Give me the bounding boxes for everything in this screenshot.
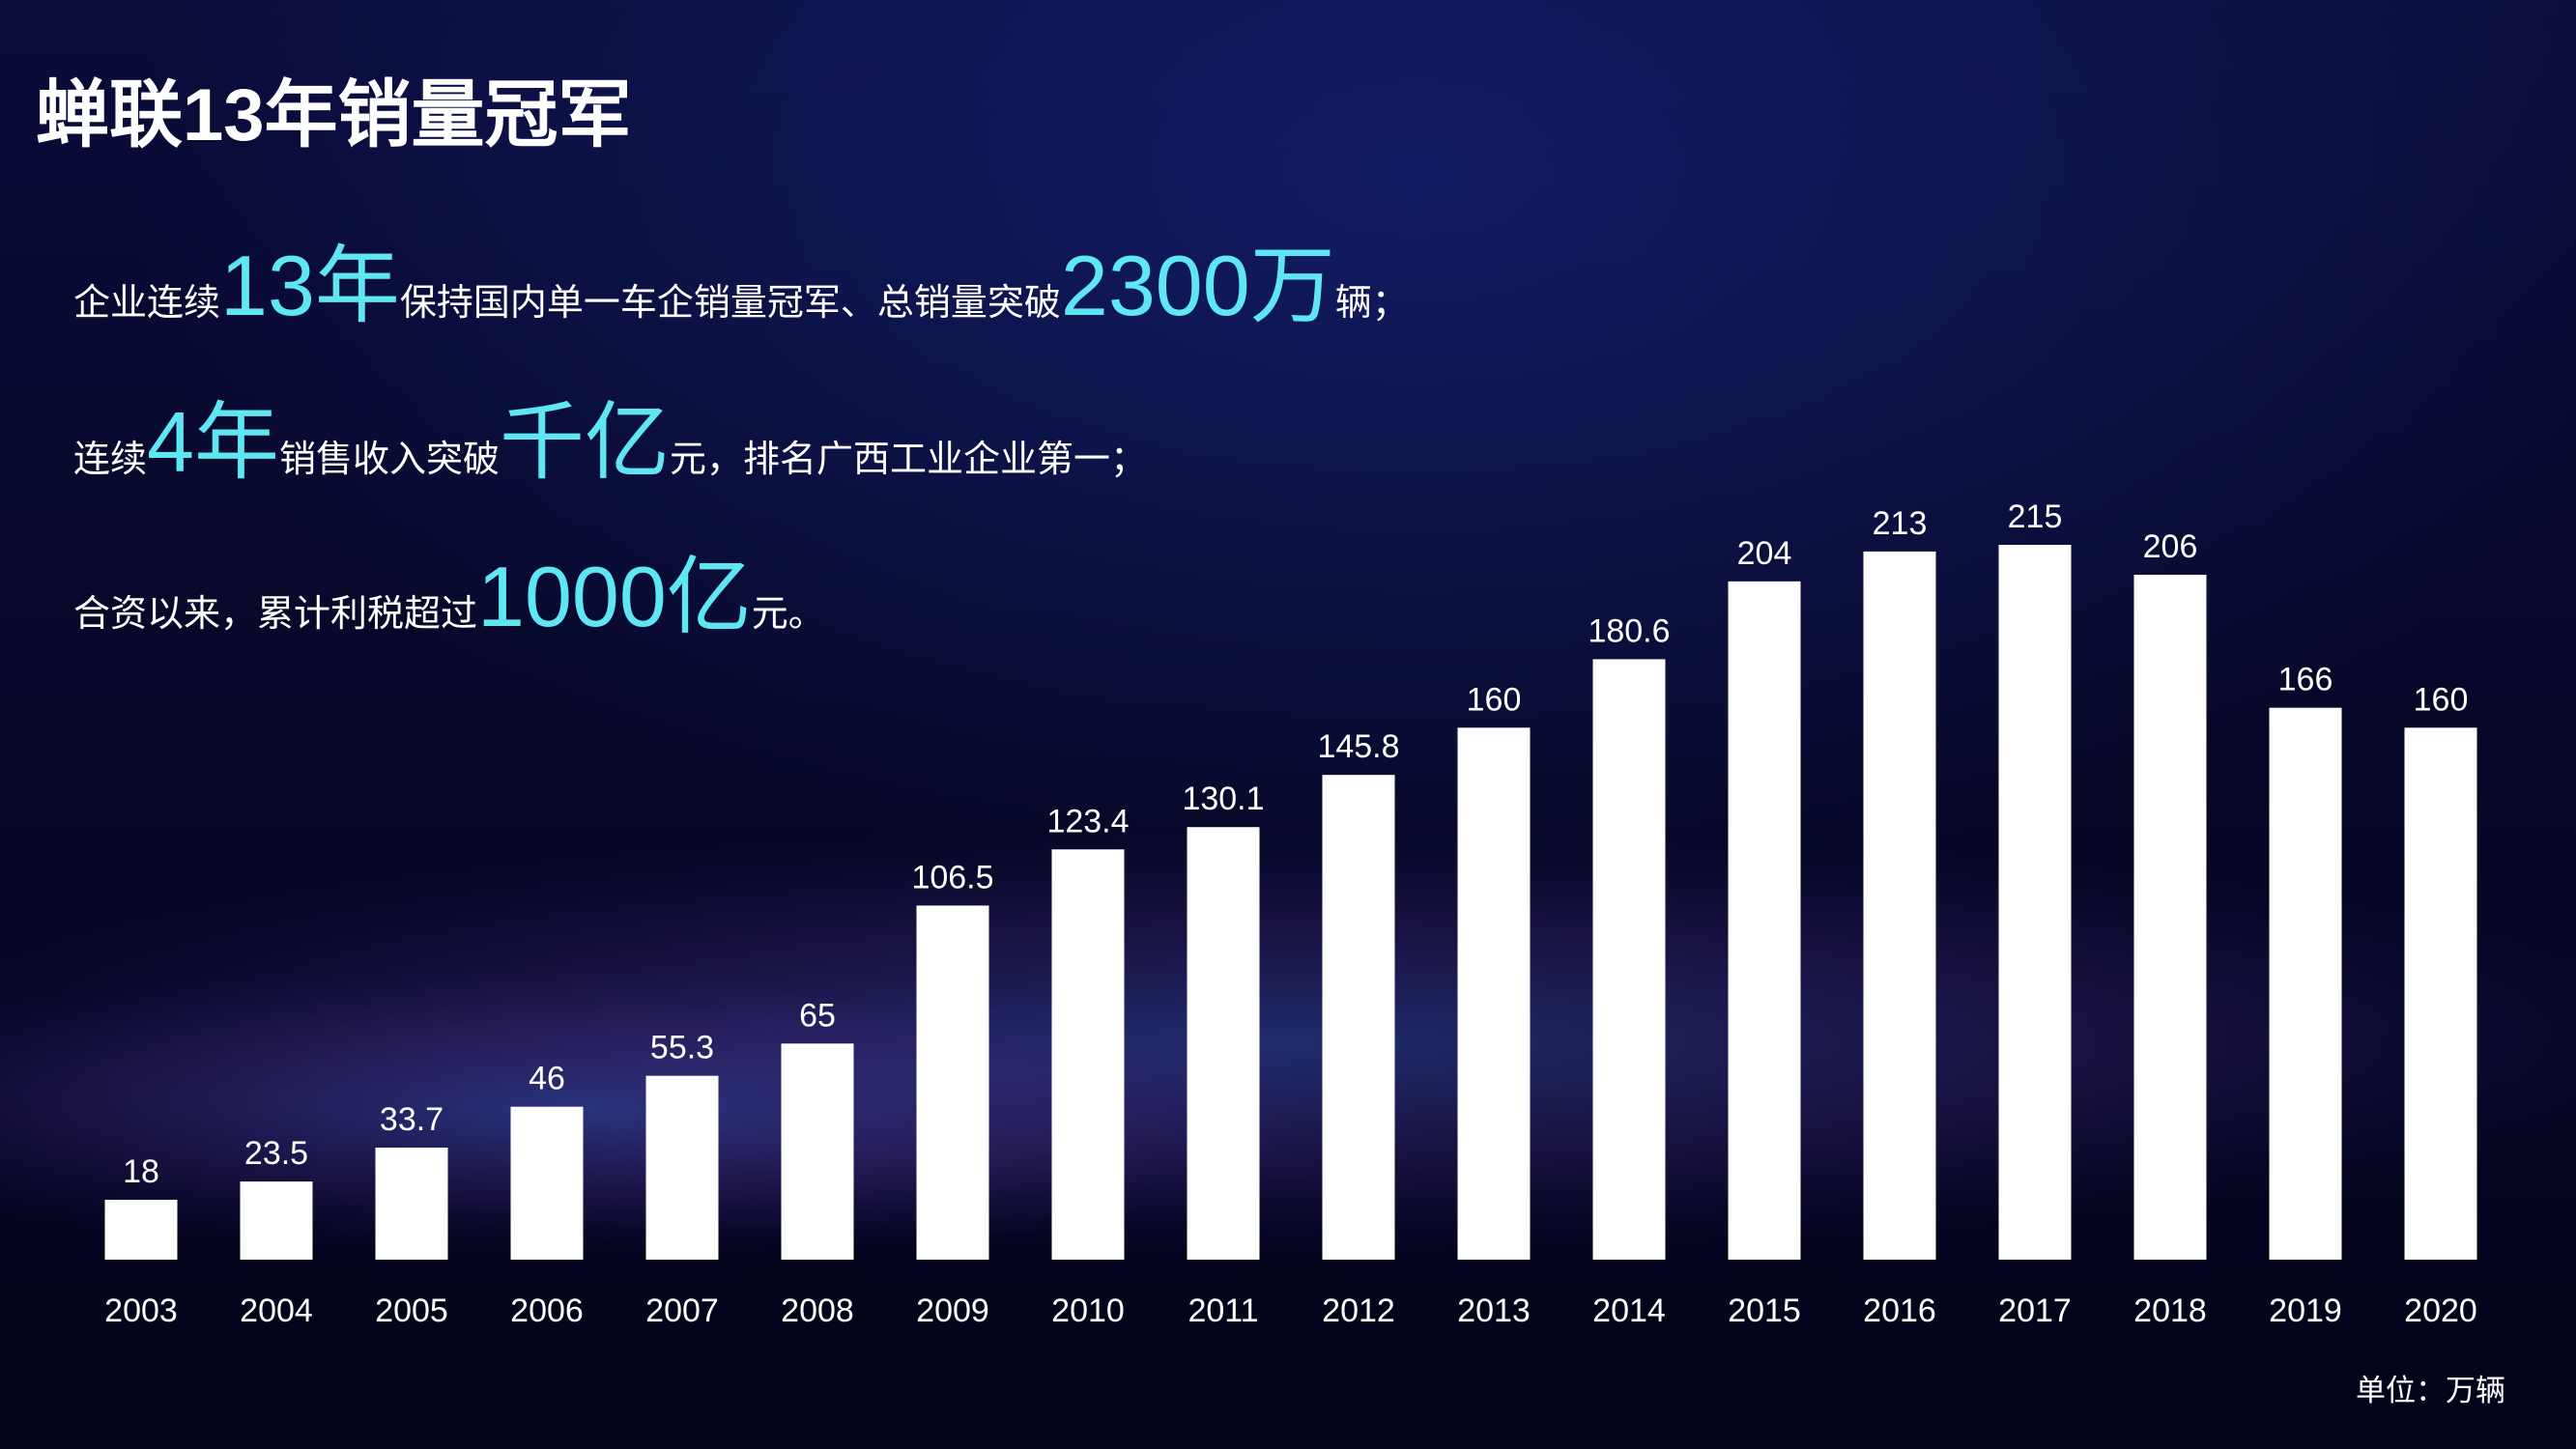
bar — [1728, 581, 1801, 1260]
x-tick-label: 2006 — [510, 1293, 584, 1329]
x-tick-label: 2005 — [375, 1293, 448, 1329]
x-tick-label: 2020 — [2404, 1293, 2477, 1329]
value-label: 145.8 — [1317, 728, 1399, 765]
x-tick-label: 2003 — [104, 1293, 178, 1329]
value-label: 46 — [529, 1061, 565, 1097]
bar — [1592, 659, 1666, 1260]
bar — [2133, 574, 2207, 1260]
x-tick-label: 2017 — [1998, 1293, 2072, 1329]
bar — [1187, 827, 1260, 1260]
x-tick-label: 2008 — [781, 1293, 854, 1329]
annotation-line: 合资以来，累计利税超过1000亿元。 — [73, 549, 825, 644]
x-tick-label: 2015 — [1728, 1293, 1801, 1329]
bar — [104, 1200, 178, 1260]
value-label: 166 — [2278, 662, 2333, 698]
bar — [2269, 707, 2342, 1260]
annotation-line: 企业连续13年保持国内单一车企销量冠军、总销量突破2300万辆； — [73, 238, 1409, 333]
value-label: 213 — [1873, 505, 1928, 542]
x-tick-label: 2012 — [1322, 1293, 1395, 1329]
x-tick-label: 2010 — [1051, 1293, 1125, 1329]
x-tick-label: 2019 — [2269, 1293, 2342, 1329]
annotation-text: 元。 — [752, 594, 825, 635]
annotation-text: 企业连续 — [73, 283, 220, 324]
bar — [1051, 849, 1125, 1260]
annotation-text: 连续 — [73, 440, 147, 480]
value-label: 160 — [2414, 681, 2469, 718]
highlight-text: 1000亿 — [477, 549, 752, 644]
value-label: 204 — [1737, 535, 1792, 572]
value-label: 123.4 — [1046, 803, 1129, 839]
bar — [510, 1106, 584, 1260]
x-tick-label: 2018 — [2133, 1293, 2207, 1329]
bar — [1863, 551, 1936, 1260]
value-label: 106.5 — [911, 859, 993, 895]
value-label: 160 — [1467, 681, 1522, 718]
bar — [375, 1148, 448, 1260]
bar — [1322, 775, 1395, 1260]
value-label: 55.3 — [650, 1030, 714, 1066]
x-tick-label: 2011 — [1188, 1293, 1258, 1329]
annotation-text: 合资以来，累计利税超过 — [73, 594, 477, 635]
bar — [1457, 727, 1531, 1260]
bar — [2404, 727, 2477, 1260]
unit-note: 单位：万辆 — [2356, 1374, 2505, 1407]
value-label: 18 — [123, 1153, 159, 1190]
chart-title: 蝉联13年销量冠军 — [36, 74, 632, 156]
highlight-text: 2300万 — [1061, 238, 1335, 333]
x-tick-label: 2007 — [645, 1293, 719, 1329]
value-label: 180.6 — [1588, 612, 1670, 649]
value-label: 130.1 — [1182, 781, 1264, 817]
bar — [240, 1181, 313, 1260]
x-tick-label: 2009 — [916, 1293, 989, 1329]
annotation-text: 元，排名广西工业企业第一； — [670, 440, 1147, 480]
highlight-text: 13年 — [220, 238, 400, 333]
bar — [1998, 545, 2072, 1260]
value-label: 33.7 — [380, 1101, 444, 1138]
value-label: 206 — [2143, 528, 2198, 565]
x-tick-label: 2004 — [240, 1293, 313, 1329]
annotation-text: 销售收入突破 — [279, 440, 500, 480]
x-tick-label: 2016 — [1863, 1293, 1936, 1329]
bar — [781, 1043, 854, 1260]
annotation-text: 保持国内单一车企销量冠军、总销量突破 — [400, 283, 1061, 324]
bar — [645, 1075, 719, 1260]
x-tick-label: 2013 — [1457, 1293, 1531, 1329]
bar — [916, 905, 989, 1260]
highlight-text: 千亿 — [500, 394, 670, 490]
value-label: 65 — [799, 997, 836, 1034]
value-label: 215 — [2008, 498, 2063, 535]
annotation-text: 辆； — [1335, 283, 1409, 324]
annotation-line: 连续4年销售收入突破千亿元，排名广西工业企业第一； — [73, 394, 1147, 490]
x-tick-label: 2014 — [1592, 1293, 1666, 1329]
highlight-text: 4年 — [147, 394, 279, 490]
value-label: 23.5 — [244, 1135, 308, 1172]
